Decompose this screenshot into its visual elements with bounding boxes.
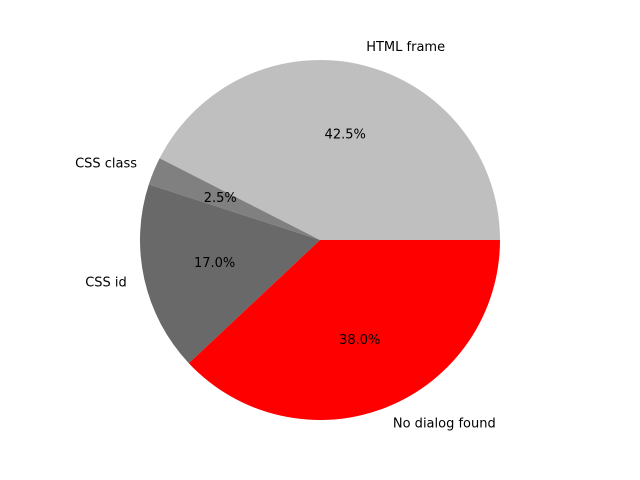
- pie-pct-label-css-class: 2.5%: [204, 191, 237, 206]
- pie-slice-css-id: [140, 184, 320, 364]
- pie-pct-label-no-dialog-found: 38.0%: [339, 333, 380, 348]
- pie-pct-label-html-frame: 42.5%: [325, 127, 366, 142]
- pie-pct-label-css-id: 17.0%: [194, 256, 235, 271]
- pie-labels: 42.5% HTML frame 2.5% CSS class 17.0% CSS id 3…: [75, 40, 496, 432]
- pie-slices: [140, 59, 501, 421]
- pie-category-label-html-frame: HTML frame: [366, 40, 445, 55]
- pie-category-label-css-id: CSS id: [85, 276, 127, 291]
- pie-category-label-css-class: CSS class: [75, 157, 137, 172]
- pie-slice-no-dialog-found: [188, 240, 500, 421]
- pie-category-label-no-dialog-found: No dialog found: [393, 417, 496, 432]
- pie-slice-css-class: [148, 158, 320, 240]
- pie-slice-html-frame: [159, 59, 501, 240]
